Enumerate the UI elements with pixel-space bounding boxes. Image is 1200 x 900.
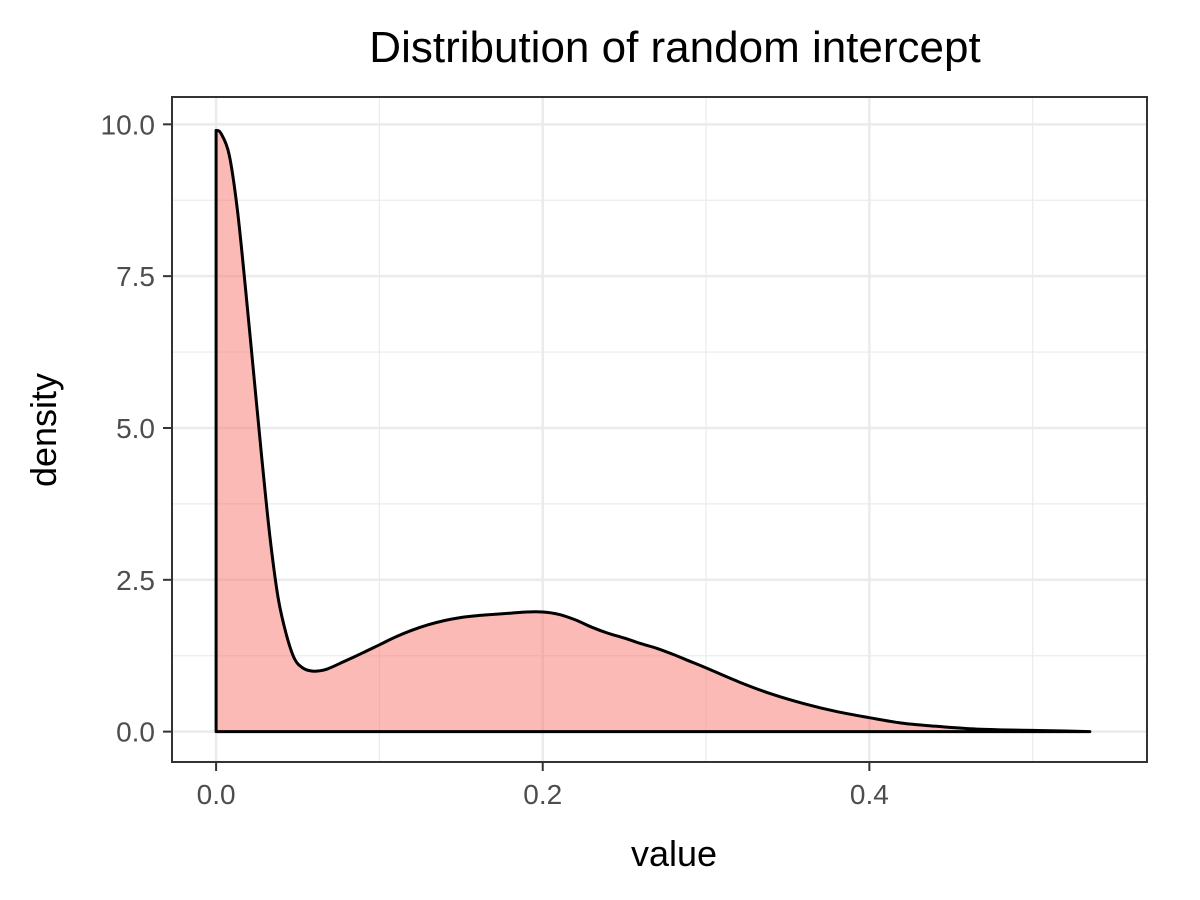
x-tick-label: 0.0 xyxy=(197,779,236,810)
y-axis-title: density xyxy=(23,373,64,487)
density-area xyxy=(216,130,1090,732)
density-line xyxy=(214,128,1092,734)
y-tick-label: 7.5 xyxy=(116,261,155,292)
y-tick-label: 10.0 xyxy=(101,109,156,140)
y-tick-label: 2.5 xyxy=(116,565,155,596)
x-axis-title: value xyxy=(631,833,717,874)
x-tick-label: 0.2 xyxy=(523,779,562,810)
panel-border xyxy=(171,96,1148,763)
tick-layer: 0.0 0.2 0.4 0.0 2.5 5.0 7.5 10.0 xyxy=(101,109,889,810)
chart-title: Distribution of random intercept xyxy=(369,23,980,72)
area-layer xyxy=(214,128,1092,734)
x-tick-label: 0.4 xyxy=(850,779,889,810)
y-tick-label: 5.0 xyxy=(116,413,155,444)
y-tick-label: 0.0 xyxy=(116,717,155,748)
